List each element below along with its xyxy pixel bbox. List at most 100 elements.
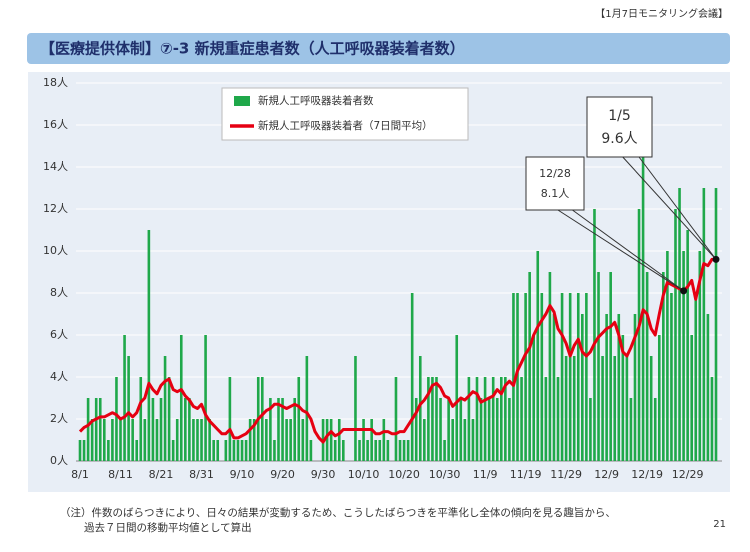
x-tick-label: 12/9 <box>594 468 619 481</box>
bar <box>103 419 106 461</box>
y-tick-label: 14人 <box>43 160 68 173</box>
bar <box>179 335 183 461</box>
annotated-point <box>712 255 720 263</box>
bar <box>528 272 531 461</box>
page-number: 21 <box>713 519 726 530</box>
bar <box>135 440 139 461</box>
bar <box>593 209 596 461</box>
bar <box>240 440 244 461</box>
bar <box>601 356 604 461</box>
bar <box>459 398 463 461</box>
bar <box>325 419 329 461</box>
x-tick-label: 11/9 <box>473 468 498 481</box>
bar <box>398 440 402 461</box>
legend-box <box>221 87 469 141</box>
bar <box>698 251 702 461</box>
bar <box>366 440 369 461</box>
bar <box>585 293 588 461</box>
callout-date: 1/5 <box>608 108 631 124</box>
bar <box>184 398 187 461</box>
x-tick-label: 8/11 <box>108 468 133 481</box>
bar <box>443 440 446 461</box>
bar <box>483 377 487 461</box>
bar <box>520 377 523 461</box>
bar <box>479 398 483 461</box>
bar <box>504 377 507 461</box>
bar <box>678 188 681 461</box>
bar <box>224 440 228 461</box>
bar <box>90 419 94 461</box>
bar <box>123 335 126 461</box>
bar <box>447 398 450 461</box>
bar <box>637 209 641 461</box>
bar <box>252 419 256 461</box>
bar <box>682 251 685 461</box>
plot: 0人 2人 4人 6人 8人 10人 12人 14人 16人 18人 8/1 8/11 8/21 8/31… <box>43 76 722 481</box>
bar <box>694 293 698 461</box>
bar <box>175 419 179 461</box>
y-tick-label: 10人 <box>43 244 68 257</box>
bar <box>200 419 203 461</box>
bar <box>617 314 621 461</box>
bar <box>155 419 159 461</box>
bar <box>402 440 406 461</box>
bar <box>143 419 147 461</box>
bar <box>657 335 661 461</box>
bar <box>706 314 710 461</box>
slide-title: 【医療提供体制】⑦-3 新規重症患者数（人工呼吸器装着者数） <box>40 40 465 58</box>
x-tick-label: 8/31 <box>189 468 214 481</box>
bar <box>686 230 689 461</box>
x-tick-label: 10/30 <box>429 468 461 481</box>
bar <box>196 419 199 461</box>
bar <box>289 419 292 461</box>
bar <box>475 377 479 461</box>
bar <box>260 377 264 461</box>
bar <box>147 230 151 461</box>
bar <box>572 356 576 461</box>
bar <box>597 272 600 461</box>
bar <box>499 377 503 461</box>
bar <box>418 356 422 461</box>
y-tick-label: 0人 <box>50 454 68 467</box>
bar <box>427 377 430 461</box>
bar <box>337 419 341 461</box>
bar <box>188 398 191 461</box>
bar <box>301 419 305 461</box>
bar <box>710 377 714 461</box>
bar <box>333 440 337 461</box>
bar <box>487 398 491 461</box>
bar <box>625 356 629 461</box>
x-tick-label: 9/30 <box>311 468 336 481</box>
callout-date: 12/28 <box>539 167 571 180</box>
annotated-point <box>680 287 688 295</box>
bar <box>273 440 276 461</box>
bar <box>645 272 649 461</box>
bar <box>204 335 207 461</box>
x-tick-label: 8/21 <box>149 468 174 481</box>
x-tick-label: 12/29 <box>672 468 704 481</box>
y-tick-label: 16人 <box>43 118 68 131</box>
bar <box>281 398 284 461</box>
bar <box>414 398 418 461</box>
bar <box>540 293 544 461</box>
bar <box>216 440 220 461</box>
bar <box>629 398 633 461</box>
y-tick-label: 12人 <box>43 202 68 215</box>
bar <box>208 419 211 461</box>
bar <box>581 314 584 461</box>
bar <box>78 440 82 461</box>
bar <box>98 398 102 461</box>
bar <box>163 356 167 461</box>
x-tick-label: 11/19 <box>510 468 542 481</box>
bar <box>82 440 86 461</box>
bar <box>621 335 625 461</box>
bar <box>115 377 118 461</box>
bar <box>394 377 398 461</box>
bar <box>131 419 134 461</box>
bar <box>455 335 459 461</box>
bar <box>406 440 410 461</box>
bar <box>342 440 345 461</box>
bar <box>293 398 297 461</box>
callout-pointer <box>557 209 684 292</box>
bar <box>576 293 580 461</box>
